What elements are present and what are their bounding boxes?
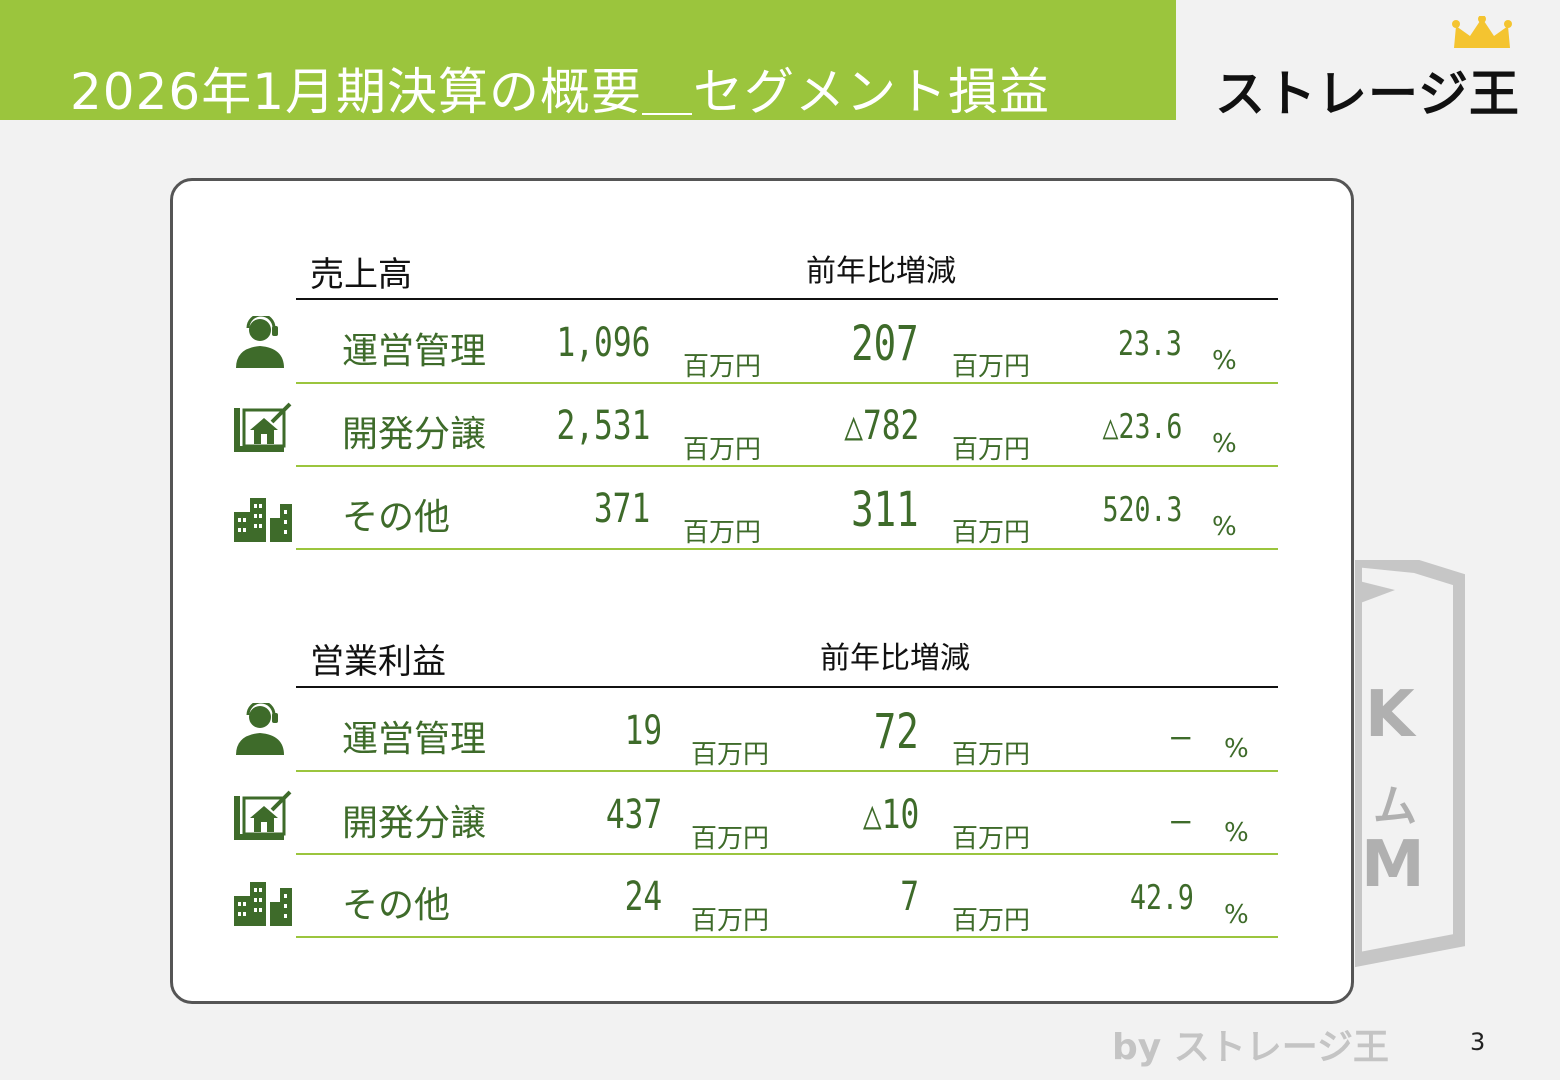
- change-unit: 百万円: [952, 518, 1031, 548]
- change-unit: 百万円: [952, 824, 1031, 854]
- segment-results-card: [170, 178, 1354, 1004]
- segment-name: その他: [342, 497, 451, 538]
- profit-change-pct: －: [1167, 804, 1194, 844]
- profit-change: △10: [862, 792, 919, 838]
- watermark-letter: K: [1365, 678, 1415, 752]
- support-person-icon: [236, 703, 284, 755]
- row-divider: [296, 770, 1278, 772]
- profit-change: 72: [873, 704, 919, 760]
- sales-section-label: 売上高: [310, 255, 412, 295]
- sales-amount: 1,096: [556, 320, 650, 366]
- sales-change: 207: [851, 316, 919, 372]
- crown-icon: [1452, 16, 1512, 48]
- profit-section-label: 営業利益: [310, 642, 446, 682]
- segment-name: 運営管理: [342, 331, 487, 372]
- segment-name: 運営管理: [342, 719, 487, 760]
- segment-name: 開発分譲: [342, 803, 487, 844]
- row-divider: [296, 465, 1278, 467]
- amount-unit: 百万円: [683, 435, 762, 465]
- change-unit: 百万円: [952, 352, 1031, 382]
- profit-change: 7: [900, 874, 919, 920]
- row-divider: [296, 853, 1278, 855]
- amount-unit: 百万円: [691, 906, 770, 936]
- footer-brand: by ストレージ王: [1112, 1027, 1390, 1068]
- amount-unit: 百万円: [683, 518, 762, 548]
- segment-name: 開発分譲: [342, 414, 487, 455]
- percent-sign: %: [1212, 429, 1237, 459]
- sales-yoy-label: 前年比増減: [806, 254, 956, 289]
- buildings-icon: [234, 882, 292, 926]
- company-logo: ストレージ王: [1205, 10, 1525, 123]
- row-divider: [296, 936, 1278, 938]
- profit-change-pct: －: [1167, 720, 1194, 760]
- percent-sign: %: [1224, 900, 1249, 930]
- sales-change: 311: [851, 482, 919, 538]
- percent-sign: %: [1212, 346, 1237, 376]
- header-rule: [296, 298, 1278, 300]
- profit-amount: 19: [624, 708, 662, 754]
- segment-name: その他: [342, 885, 451, 926]
- percent-sign: %: [1212, 512, 1237, 542]
- change-unit: 百万円: [952, 740, 1031, 770]
- sales-change-pct: △23.6: [1102, 407, 1182, 447]
- sales-amount: 2,531: [556, 403, 650, 449]
- house-development-icon: [234, 790, 292, 840]
- sales-change-pct: 23.3: [1118, 324, 1182, 364]
- row-divider: [296, 548, 1278, 550]
- amount-unit: 百万円: [683, 352, 762, 382]
- percent-sign: %: [1224, 818, 1249, 848]
- change-unit: 百万円: [952, 435, 1031, 465]
- row-divider: [296, 382, 1278, 384]
- sales-change: △782: [843, 403, 919, 449]
- logo-text: ストレージ王: [1215, 65, 1520, 123]
- amount-unit: 百万円: [691, 740, 770, 770]
- percent-sign: %: [1224, 734, 1249, 764]
- profit-amount: 437: [605, 792, 662, 838]
- watermark-letter: ム: [1373, 781, 1417, 832]
- watermark: K ム M: [1348, 552, 1467, 980]
- amount-unit: 百万円: [691, 824, 770, 854]
- profit-yoy-label: 前年比増減: [820, 641, 970, 676]
- profit-change-pct: 42.9: [1130, 878, 1194, 918]
- page-title: 2026年1月期決算の概要＿セグメント損益: [70, 63, 1051, 121]
- change-unit: 百万円: [952, 906, 1031, 936]
- buildings-icon: [234, 498, 292, 542]
- page-number: 3: [1470, 1028, 1486, 1056]
- profit-amount: 24: [624, 874, 662, 920]
- watermark-letter: M: [1361, 828, 1425, 902]
- support-person-icon: [236, 316, 284, 368]
- house-development-icon: [234, 402, 292, 452]
- watermark-frame: [1348, 552, 1467, 969]
- header-rule: [296, 686, 1278, 688]
- sales-change-pct: 520.3: [1102, 490, 1182, 530]
- title-bar: [0, 0, 1176, 120]
- sales-amount: 371: [593, 486, 650, 532]
